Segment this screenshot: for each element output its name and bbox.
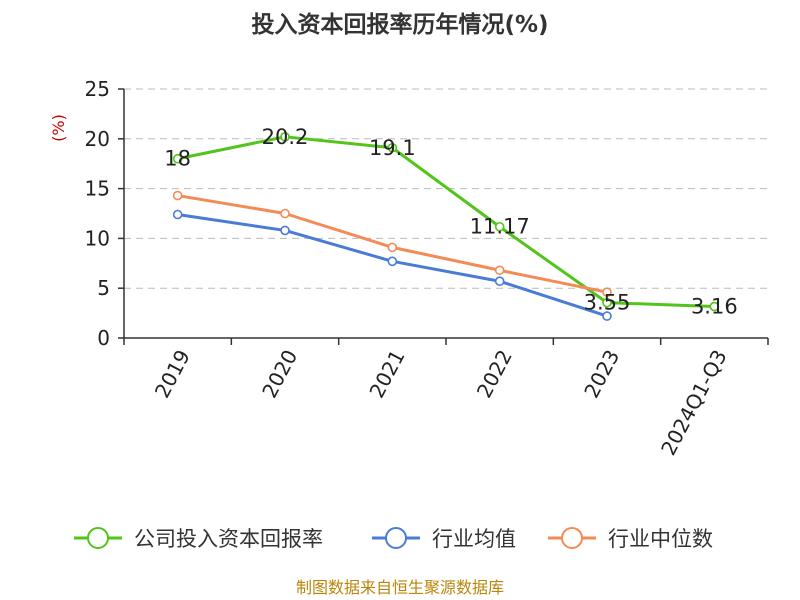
data-label: 18 bbox=[164, 147, 191, 171]
series-2-point[interactable] bbox=[494, 276, 505, 287]
data-label: 19.1 bbox=[369, 136, 416, 160]
y-tick-label: 5 bbox=[97, 276, 110, 300]
y-tick-label: 15 bbox=[85, 177, 110, 201]
y-tick-label: 20 bbox=[85, 127, 110, 151]
series-2-point[interactable] bbox=[280, 225, 290, 236]
y-tick-label: 25 bbox=[85, 77, 110, 101]
data-label: 11.17 bbox=[470, 215, 530, 239]
y-tick-label: 0 bbox=[97, 326, 110, 350]
data-label: 20.2 bbox=[262, 125, 309, 149]
legend-marker-icon bbox=[561, 527, 583, 549]
x-tick-label: 2022 bbox=[472, 346, 517, 402]
legend-label: 公司投入资本回报率 bbox=[134, 527, 323, 551]
legend[interactable]: 公司投入资本回报率 行业均值 行业中位数 bbox=[74, 527, 713, 551]
x-tick-label: 2021 bbox=[365, 346, 410, 402]
series-2-point[interactable] bbox=[172, 209, 183, 220]
data-label: 3.16 bbox=[691, 295, 738, 319]
chart-title: 投入资本回报率历年情况(%) bbox=[251, 11, 548, 38]
y-axis-unit-label: (%) bbox=[49, 114, 68, 142]
series-3-point[interactable] bbox=[280, 208, 290, 219]
legend-label: 行业均值 bbox=[432, 527, 516, 551]
legend-label: 行业中位数 bbox=[608, 527, 713, 551]
legend-item-1[interactable]: 公司投入资本回报率 bbox=[74, 527, 323, 551]
x-tick-label: 2020 bbox=[257, 346, 302, 402]
series-1-point[interactable] bbox=[387, 142, 398, 153]
series-2-point[interactable] bbox=[602, 311, 612, 321]
data-source-footer: 制图数据来自恒生聚源数据库 bbox=[296, 578, 504, 597]
legend-marker-icon bbox=[87, 527, 109, 549]
series-3-point[interactable] bbox=[494, 265, 505, 276]
legend-marker-icon bbox=[385, 527, 407, 549]
x-tick-label: 2019 bbox=[150, 346, 195, 402]
series-line-1 bbox=[177, 135, 715, 309]
x-tick-label: 2023 bbox=[579, 346, 624, 402]
x-tick-label: 2024Q1-Q3 bbox=[656, 346, 732, 459]
data-labels: 18 20.2 19.1 11.17 3.55 3.16 bbox=[164, 125, 737, 319]
series-3-point[interactable] bbox=[387, 242, 398, 253]
series-1-point[interactable] bbox=[172, 153, 183, 164]
series-3-point[interactable] bbox=[172, 190, 183, 201]
data-label: 3.55 bbox=[584, 291, 631, 315]
series-1-point[interactable] bbox=[494, 221, 505, 232]
legend-item-2[interactable]: 行业均值 bbox=[372, 527, 516, 551]
series-1-point[interactable] bbox=[602, 297, 612, 308]
y-tick-label: 10 bbox=[85, 226, 110, 250]
legend-item-3[interactable]: 行业中位数 bbox=[548, 527, 713, 551]
series-lines bbox=[172, 132, 720, 321]
series-2-point[interactable] bbox=[387, 256, 398, 267]
series-1-point[interactable] bbox=[280, 132, 290, 142]
series-1-point[interactable] bbox=[709, 301, 720, 312]
series-3-point[interactable] bbox=[602, 287, 612, 297]
